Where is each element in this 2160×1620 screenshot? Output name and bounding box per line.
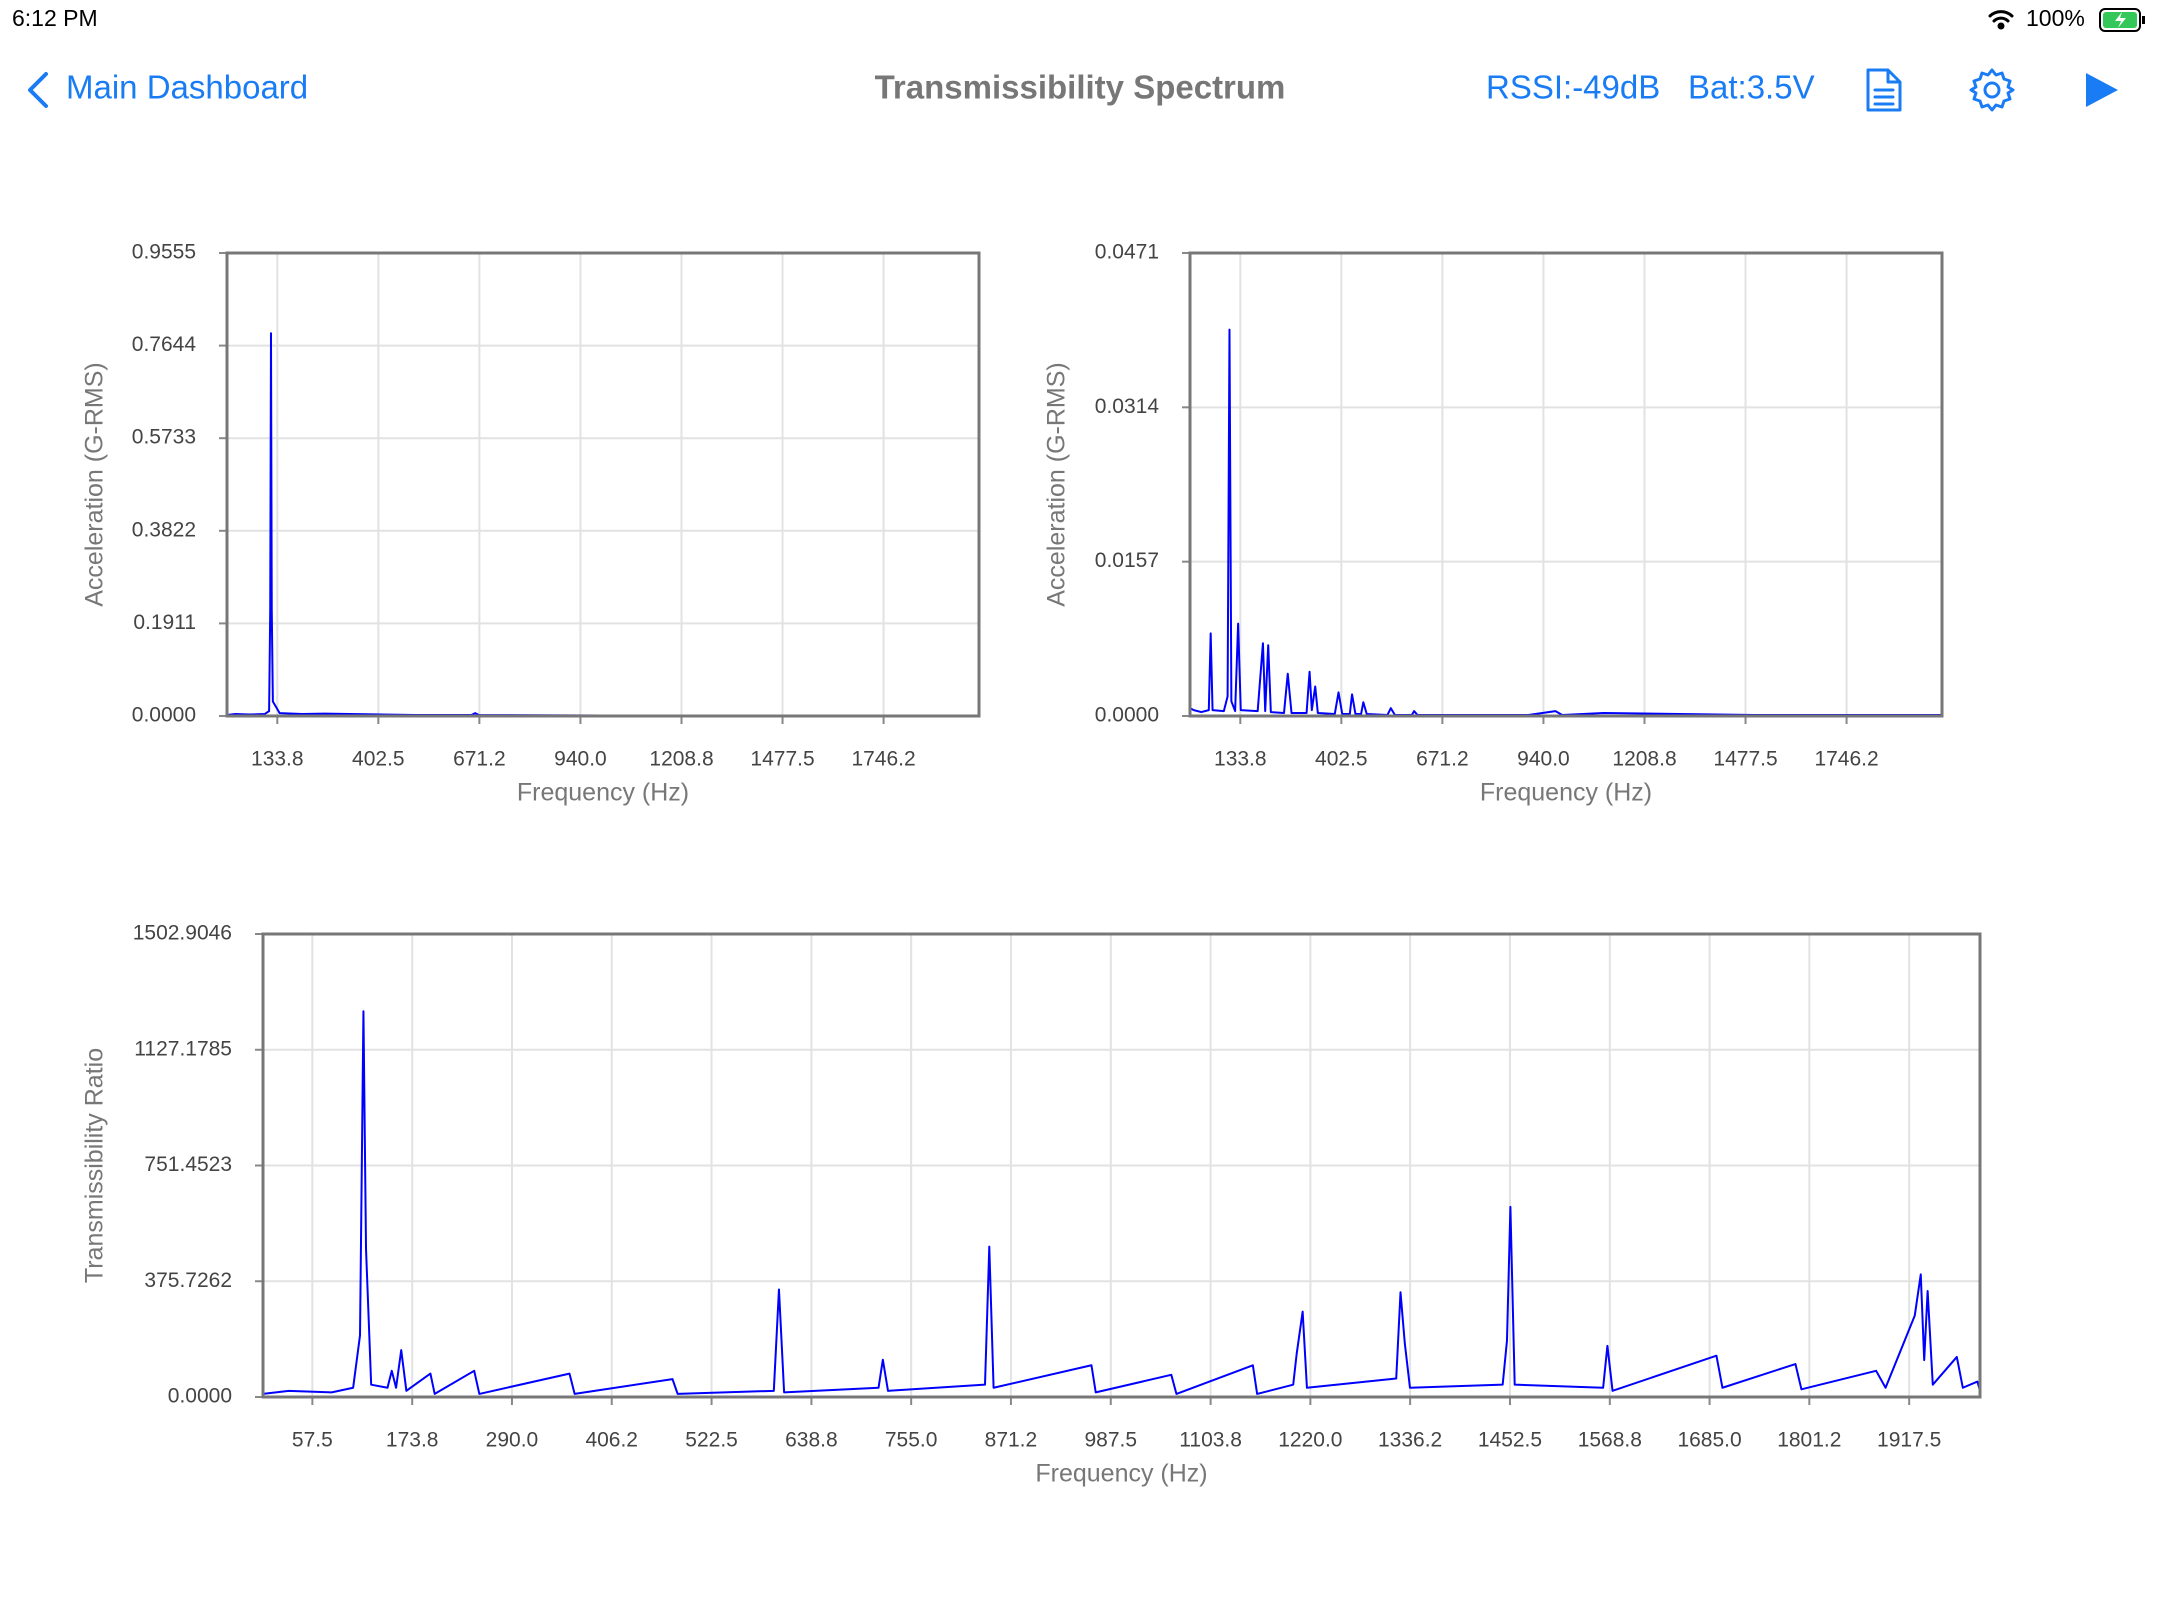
plot-frame [261,932,1982,1399]
y-tick-label: 1127.1785 [134,1037,232,1060]
play-button[interactable] [2086,73,2118,107]
battery-icon [2099,8,2145,32]
x-tick-label: 173.8 [386,1429,439,1452]
back-chevron [28,72,48,108]
y-tick-label: 0.9555 [132,241,196,264]
x-tick-label: 1917.5 [1877,1429,1941,1452]
x-tick-label: 755.0 [885,1429,938,1452]
x-axis-label: Frequency (Hz) [1480,779,1652,807]
x-tick-label: 671.2 [1416,748,1469,771]
x-tick-label: 1336.2 [1378,1429,1442,1452]
x-tick-label: 671.2 [453,748,506,771]
rssi-label: RSSI:-49dB [1486,69,1660,106]
x-tick-label: 402.5 [352,748,405,771]
x-tick-label: 133.8 [251,748,304,771]
y-axis-label: Acceleration (G-RMS) [81,362,109,607]
x-tick-label: 1208.8 [1612,748,1676,771]
chart: 0.0000 0.0157 0.0314 0.0471 133.8 402.5 671.2 9… [1043,241,1944,807]
x-tick-label: 406.2 [585,1429,638,1452]
y-tick-label: 0.7644 [132,333,197,356]
back-label[interactable]: Main Dashboard [66,69,308,106]
x-tick-label: 402.5 [1315,748,1368,771]
spectrum-line [1189,328,1942,717]
spectrum-line [226,332,979,717]
x-tick-label: 940.0 [554,748,607,771]
x-tick-label: 1208.8 [649,748,713,771]
x-tick-label: 1568.8 [1578,1429,1642,1452]
x-tick-label: 133.8 [1214,748,1267,771]
x-tick-label: 871.2 [985,1429,1038,1452]
x-tick-label: 1220.0 [1278,1429,1342,1452]
nav-title: Transmissibility Spectrum [875,69,1286,106]
back-button[interactable]: Main Dashboard [28,69,308,108]
x-tick-label: 57.5 [292,1429,333,1452]
status-time: 6:12 PM [12,5,98,31]
y-tick-label: 751.4523 [144,1153,232,1176]
x-tick-label: 638.8 [785,1429,838,1452]
x-tick-label: 1746.2 [851,748,915,771]
y-tick-label: 0.0000 [168,1385,232,1408]
x-tick-label: 290.0 [486,1429,539,1452]
y-tick-label: 0.3822 [132,518,196,541]
x-tick-label: 1103.8 [1179,1429,1242,1452]
x-tick-label: 1685.0 [1677,1429,1741,1452]
y-tick-label: 0.0000 [132,704,196,727]
x-axis-label: Frequency (Hz) [1035,1460,1207,1488]
charts: 0.0000 0.1911 0.3822 0.5733 0.7644 0.9555 133.… [81,241,1982,1488]
chart: 0.0000 375.7262 751.4523 1127.1785 1502.9046… [81,922,1982,1488]
spectrum-line [262,1010,1981,1395]
y-axis-label: Transmissibility Ratio [81,1048,109,1283]
x-tick-label: 1801.2 [1777,1429,1841,1452]
y-tick-label: 1502.9046 [133,922,232,945]
report-button[interactable] [1866,68,1902,112]
y-axis-label: Acceleration (G-RMS) [1043,362,1071,607]
y-tick-label: 0.0157 [1095,549,1159,572]
plot-frame [1188,251,1944,718]
y-tick-label: 0.0471 [1095,241,1159,264]
status-battery: 100% [2026,5,2085,31]
wifi-icon [1988,10,2014,30]
y-tick-label: 375.7262 [144,1269,232,1292]
x-tick-label: 522.5 [685,1429,738,1452]
x-tick-label: 1746.2 [1814,748,1878,771]
settings-button[interactable] [1969,68,2015,112]
x-tick-label: 940.0 [1517,748,1570,771]
y-tick-label: 0.5733 [132,426,196,449]
y-tick-label: 0.1911 [133,611,196,634]
x-tick-label: 987.5 [1084,1429,1137,1452]
x-tick-label: 1477.5 [1713,748,1777,771]
y-tick-label: 0.0314 [1095,395,1160,418]
battery-voltage: Bat:3.5V [1688,69,1815,106]
chart: 0.0000 0.1911 0.3822 0.5733 0.7644 0.9555 133.… [81,241,981,807]
x-tick-label: 1452.5 [1478,1429,1542,1452]
x-axis-label: Frequency (Hz) [517,779,689,807]
y-tick-label: 0.0000 [1095,704,1159,727]
x-tick-label: 1477.5 [750,748,814,771]
plot-frame [225,251,981,718]
